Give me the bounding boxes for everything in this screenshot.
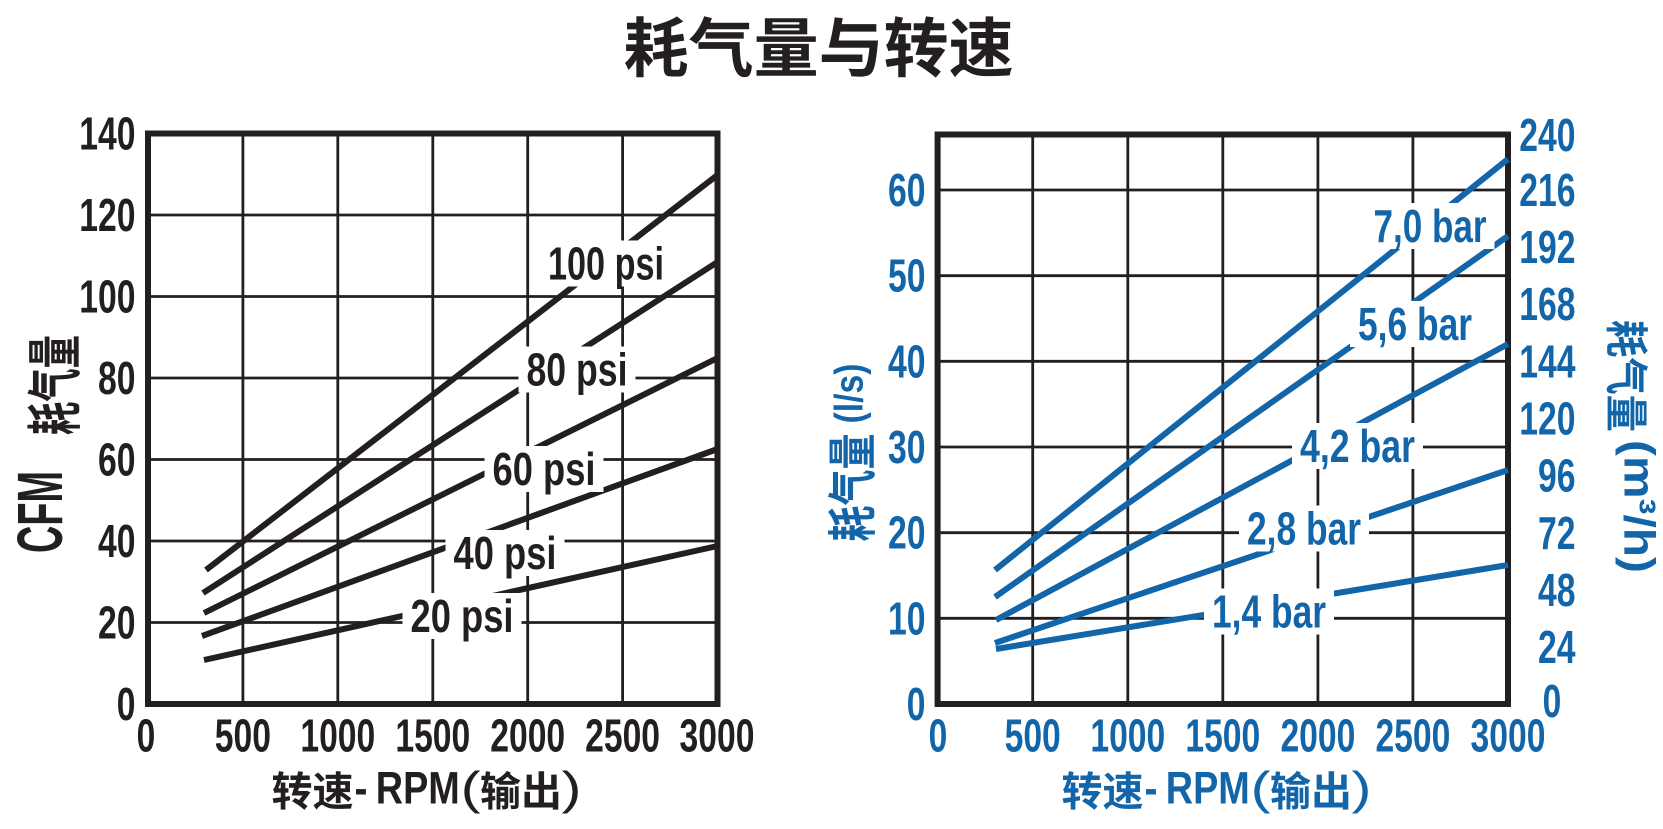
svg-text:80: 80 xyxy=(98,352,136,404)
svg-text:72: 72 xyxy=(1538,507,1576,559)
svg-text:50: 50 xyxy=(888,250,926,302)
svg-text:144: 144 xyxy=(1519,335,1576,387)
svg-text:120: 120 xyxy=(1519,393,1575,445)
svg-text:60: 60 xyxy=(888,164,926,216)
svg-text:1000: 1000 xyxy=(300,710,375,762)
svg-text:4,2 bar: 4,2 bar xyxy=(1300,420,1415,472)
svg-text:10: 10 xyxy=(888,592,926,644)
svg-text:60: 60 xyxy=(98,434,136,486)
svg-text:100 psi: 100 psi xyxy=(548,238,664,290)
svg-text:0: 0 xyxy=(137,710,156,762)
svg-text:100: 100 xyxy=(79,271,135,323)
svg-text:20 psi: 20 psi xyxy=(411,590,514,642)
svg-text:40: 40 xyxy=(98,515,136,567)
svg-text:5,6 bar: 5,6 bar xyxy=(1358,298,1472,350)
svg-text:1500: 1500 xyxy=(1185,710,1260,762)
svg-text:2000: 2000 xyxy=(490,710,565,762)
svg-text:80 psi: 80 psi xyxy=(527,344,628,396)
svg-text:60 psi: 60 psi xyxy=(493,443,596,495)
svg-text:3000: 3000 xyxy=(680,710,755,762)
svg-text:2000: 2000 xyxy=(1280,710,1355,762)
svg-text:20: 20 xyxy=(98,597,136,649)
svg-text:2500: 2500 xyxy=(585,710,660,762)
svg-text:RPM: RPM xyxy=(376,763,460,814)
svg-text:1000: 1000 xyxy=(1090,710,1165,762)
svg-text:0: 0 xyxy=(117,678,136,730)
svg-text:转速: 转速 xyxy=(1062,758,1144,818)
svg-text:140: 140 xyxy=(79,108,135,160)
svg-text:1,4 bar: 1,4 bar xyxy=(1212,586,1326,638)
svg-text:): ) xyxy=(562,762,582,814)
svg-text:0: 0 xyxy=(1543,675,1562,727)
svg-text:30: 30 xyxy=(888,421,926,473)
svg-text:40 psi: 40 psi xyxy=(454,527,557,579)
svg-text:168: 168 xyxy=(1519,278,1575,330)
svg-text:RPM: RPM xyxy=(1166,763,1250,814)
svg-text:120: 120 xyxy=(79,189,135,241)
svg-text:2500: 2500 xyxy=(1375,710,1450,762)
svg-text:0: 0 xyxy=(929,710,948,762)
svg-text:0: 0 xyxy=(907,678,926,730)
svg-text:96: 96 xyxy=(1538,450,1576,502)
svg-text:500: 500 xyxy=(1005,710,1061,762)
svg-text:输出: 输出 xyxy=(480,758,562,818)
svg-text:24: 24 xyxy=(1538,621,1576,673)
svg-text:20: 20 xyxy=(888,507,926,559)
svg-text:CFM耗气量: CFM耗气量 xyxy=(4,335,92,553)
svg-text:40: 40 xyxy=(888,335,926,387)
svg-text:7,0 bar: 7,0 bar xyxy=(1374,200,1487,252)
svg-text:48: 48 xyxy=(1538,564,1576,616)
svg-text:1500: 1500 xyxy=(395,710,470,762)
svg-text:转速: 转速 xyxy=(272,758,354,818)
svg-text:3000: 3000 xyxy=(1471,710,1546,762)
svg-text:2,8 bar: 2,8 bar xyxy=(1247,503,1361,555)
svg-text:192: 192 xyxy=(1519,221,1575,273)
svg-text:216: 216 xyxy=(1519,164,1575,216)
svg-text:耗气量(m³/h): 耗气量(m³/h) xyxy=(1598,320,1663,573)
svg-text:-: - xyxy=(355,763,368,814)
svg-text:耗气量(l/s): 耗气量(l/s) xyxy=(814,364,886,542)
svg-text:240: 240 xyxy=(1519,109,1575,161)
svg-text:耗气量与转速: 耗气量与转速 xyxy=(624,0,1014,91)
svg-text:-: - xyxy=(1145,763,1158,814)
svg-text:): ) xyxy=(1352,762,1372,814)
svg-text:输出: 输出 xyxy=(1270,758,1352,818)
svg-text:(: ( xyxy=(1251,762,1272,814)
svg-text:(: ( xyxy=(461,762,482,814)
svg-text:500: 500 xyxy=(215,710,271,762)
